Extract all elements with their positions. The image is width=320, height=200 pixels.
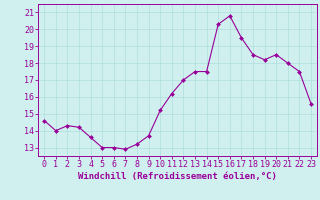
X-axis label: Windchill (Refroidissement éolien,°C): Windchill (Refroidissement éolien,°C) — [78, 172, 277, 181]
